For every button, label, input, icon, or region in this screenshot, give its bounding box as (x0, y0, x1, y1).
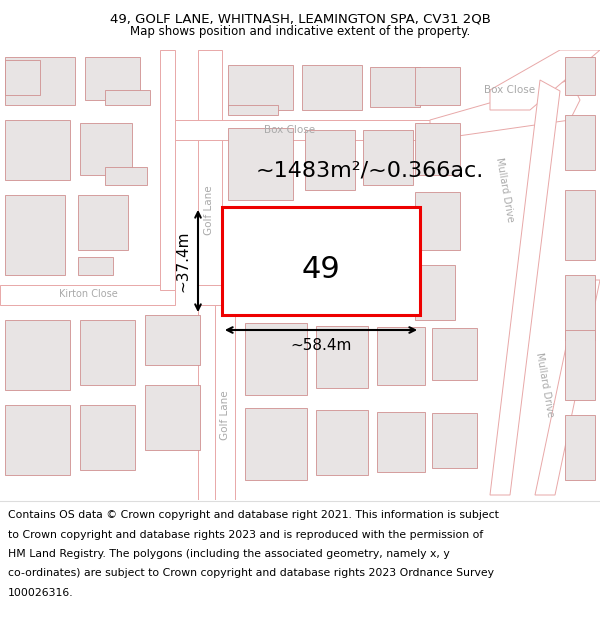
Text: Golf Lane: Golf Lane (204, 185, 214, 235)
Bar (565, 275, 595, 340)
Text: ~1483m²/~0.366ac.: ~1483m²/~0.366ac. (256, 160, 484, 180)
Bar (78, 195, 128, 250)
Text: 49: 49 (302, 255, 340, 284)
Bar (302, 65, 362, 110)
Bar (5, 320, 70, 390)
Bar (85, 57, 140, 100)
Bar (565, 57, 595, 95)
Bar (415, 123, 460, 175)
Bar (245, 408, 307, 480)
Bar (5, 60, 40, 95)
Text: Mullard Drive: Mullard Drive (494, 157, 515, 223)
Bar (228, 65, 293, 110)
Text: Map shows position and indicative extent of the property.: Map shows position and indicative extent… (130, 24, 470, 38)
Text: co-ordinates) are subject to Crown copyright and database rights 2023 Ordnance S: co-ordinates) are subject to Crown copyr… (8, 569, 494, 579)
Bar (78, 257, 113, 275)
Text: Mullard Drive: Mullard Drive (535, 352, 556, 418)
Bar (565, 415, 595, 480)
Bar (5, 120, 70, 180)
Polygon shape (490, 50, 600, 110)
Text: 49, GOLF LANE, WHITNASH, LEAMINGTON SPA, CV31 2QB: 49, GOLF LANE, WHITNASH, LEAMINGTON SPA,… (110, 12, 490, 26)
Bar (432, 413, 477, 468)
Polygon shape (198, 50, 222, 500)
Bar (305, 130, 355, 190)
Text: Box Close: Box Close (265, 125, 316, 135)
Bar (145, 315, 200, 365)
Bar (5, 405, 70, 475)
Bar (80, 320, 135, 385)
Polygon shape (215, 305, 235, 500)
Bar (565, 330, 595, 400)
Bar (415, 265, 455, 320)
Polygon shape (160, 50, 175, 290)
Bar (105, 90, 150, 105)
Bar (316, 410, 368, 475)
Text: to Crown copyright and database rights 2023 and is reproduced with the permissio: to Crown copyright and database rights 2… (8, 529, 483, 539)
Bar (415, 192, 460, 250)
Text: HM Land Registry. The polygons (including the associated geometry, namely x, y: HM Land Registry. The polygons (includin… (8, 549, 450, 559)
Polygon shape (198, 285, 235, 305)
Bar (565, 115, 595, 170)
Bar (228, 105, 278, 115)
Bar (5, 195, 65, 275)
Bar (5, 57, 75, 105)
Bar (228, 128, 293, 200)
Bar (105, 167, 147, 185)
Bar (316, 326, 368, 388)
Polygon shape (0, 285, 175, 305)
Text: Box Close: Box Close (484, 85, 536, 95)
Text: Golf Lane: Golf Lane (220, 390, 230, 440)
Bar (80, 405, 135, 470)
Polygon shape (165, 120, 430, 140)
Polygon shape (490, 80, 560, 495)
Bar (80, 123, 132, 175)
Bar (432, 328, 477, 380)
Text: Contains OS data © Crown copyright and database right 2021. This information is : Contains OS data © Crown copyright and d… (8, 510, 499, 520)
Text: 100026316.: 100026316. (8, 588, 74, 598)
Polygon shape (430, 80, 580, 140)
Bar (565, 190, 595, 260)
Bar (145, 385, 200, 450)
Bar (222, 207, 420, 315)
Text: Kirton Close: Kirton Close (59, 289, 118, 299)
Text: ~37.4m: ~37.4m (175, 230, 190, 292)
Text: ~58.4m: ~58.4m (290, 338, 352, 353)
Bar (377, 412, 425, 472)
Bar (363, 130, 413, 185)
Bar (370, 67, 420, 107)
Bar (377, 327, 425, 385)
Polygon shape (535, 280, 600, 495)
Bar (415, 67, 460, 105)
Bar (245, 323, 307, 395)
